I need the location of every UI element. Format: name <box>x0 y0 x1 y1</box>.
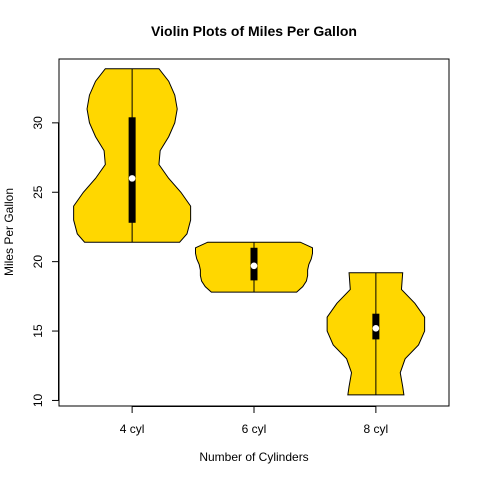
y-tick-label: 15 <box>31 324 45 338</box>
x-tick-label: 6 cyl <box>242 422 267 436</box>
x-tick-label: 4 cyl <box>120 422 145 436</box>
x-tick-label: 8 cyl <box>364 422 389 436</box>
y-tick-label: 20 <box>31 255 45 269</box>
y-axis-label: Miles Per Gallon <box>2 188 16 276</box>
median-point <box>128 175 136 182</box>
iqr-box <box>128 117 136 223</box>
median-point <box>372 324 380 332</box>
y-tick-label: 10 <box>31 393 45 407</box>
y-axis: 10 15 20 25 30 <box>31 116 59 407</box>
chart-title: Violin Plots of Miles Per Gallon <box>151 23 357 39</box>
y-tick-label: 25 <box>31 185 45 199</box>
x-axis-label: Number of Cylinders <box>199 450 308 464</box>
violins-layer <box>73 68 426 396</box>
y-tick-label: 30 <box>31 116 45 130</box>
x-axis: 4 cyl 6 cyl 8 cyl <box>120 406 389 436</box>
median-point <box>250 262 258 270</box>
